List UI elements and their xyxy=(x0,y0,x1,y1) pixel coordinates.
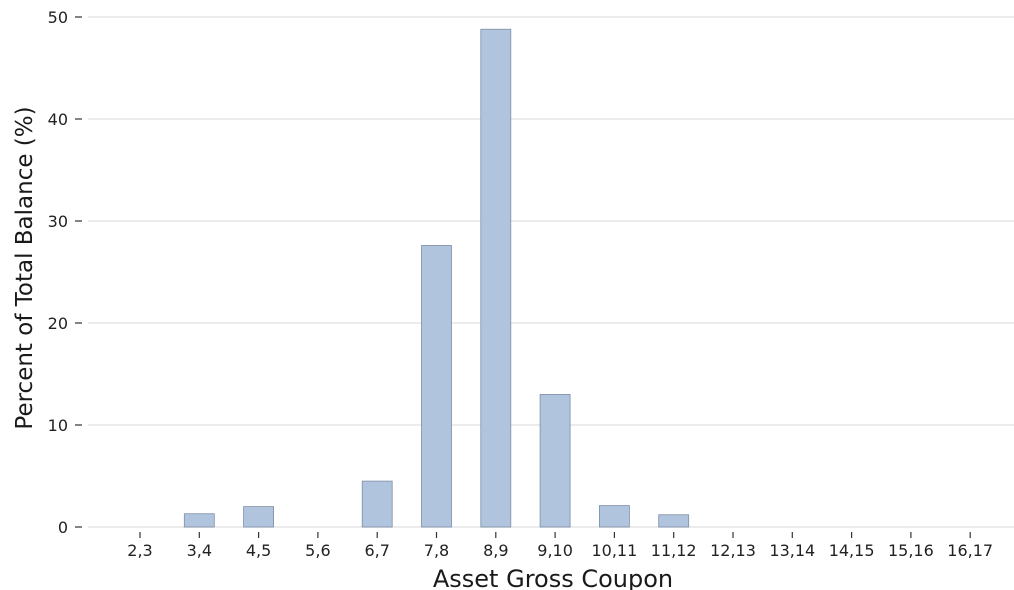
x-tick-label: 3,4 xyxy=(187,541,212,560)
x-tick-label: 12,13 xyxy=(710,541,756,560)
bar xyxy=(539,393,571,528)
x-tick-label: 16,17 xyxy=(947,541,993,560)
x-tick-label: 13,14 xyxy=(769,541,815,560)
bar xyxy=(658,514,690,528)
x-tick-label: 14,15 xyxy=(829,541,875,560)
bar xyxy=(480,28,512,528)
x-tick-label: 11,12 xyxy=(651,541,697,560)
y-tick-label: 10 xyxy=(48,416,68,435)
bar xyxy=(421,245,452,528)
y-axis-title: Percent of Total Balance (%) xyxy=(12,106,38,429)
x-tick-label: 4,5 xyxy=(246,541,271,560)
x-tick-label: 5,6 xyxy=(305,541,330,560)
bars xyxy=(183,28,690,528)
bar xyxy=(183,513,215,528)
x-tick-label: 15,16 xyxy=(888,541,934,560)
x-axis: 2,3 3,4 4,5 5,6 6,7 7,8 8,9 9,10 10,11 11,12 12,13… xyxy=(127,532,993,560)
x-tick-label: 9,10 xyxy=(537,541,573,560)
y-tick-label: 30 xyxy=(48,212,68,231)
gridlines xyxy=(88,16,1014,528)
x-tick-label: 7,8 xyxy=(424,541,449,560)
bar xyxy=(243,506,275,528)
y-tick-label: 50 xyxy=(48,8,68,27)
y-tick-label: 20 xyxy=(48,314,68,333)
x-axis-title: Asset Gross Coupon xyxy=(433,565,673,590)
bar xyxy=(599,505,630,528)
x-tick-label: 2,3 xyxy=(127,541,152,560)
x-tick-label: 6,7 xyxy=(364,541,389,560)
y-tick-label: 0 xyxy=(58,518,68,537)
y-axis: 0 10 20 30 40 50 xyxy=(48,8,82,537)
bar xyxy=(361,480,393,528)
y-tick-label: 40 xyxy=(48,110,68,129)
x-tick-label: 10,11 xyxy=(591,541,637,560)
x-tick-label: 8,9 xyxy=(483,541,508,560)
